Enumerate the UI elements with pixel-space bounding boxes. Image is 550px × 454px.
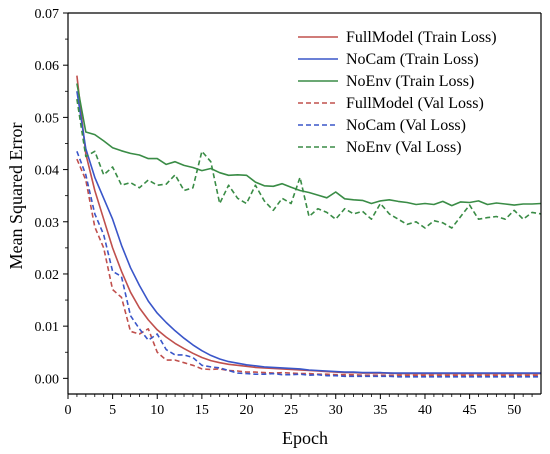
y-tick-label: 0.06 <box>35 59 60 74</box>
y-tick-label: 0.02 <box>35 268 60 283</box>
x-tick-label: 35 <box>373 403 387 418</box>
y-axis-title: Mean Squared Error <box>6 123 26 270</box>
x-tick-label: 0 <box>65 403 72 418</box>
x-tick-label: 10 <box>150 403 164 418</box>
x-tick-label: 5 <box>109 403 116 418</box>
y-tick-label: 0.03 <box>35 216 60 231</box>
legend: FullModel (Train Loss) NoCam (Train Loss)… <box>298 29 497 156</box>
series-line-2 <box>76 83 542 207</box>
legend-label-3: FullModel (Val Loss) <box>346 95 484 112</box>
y-tick-label: 0.00 <box>35 372 60 387</box>
ticks-layer: 0 5 10 15 20 25 30 35 40 45 50 0.00 0.01 0.02 0.03 0.04… <box>35 7 533 418</box>
x-tick-label: 40 <box>418 403 432 418</box>
series-line-1 <box>76 91 541 374</box>
series-line-5 <box>76 98 542 229</box>
legend-label-2: NoEnv (Train Loss) <box>346 73 474 90</box>
legend-label-0: FullModel (Train Loss) <box>346 29 497 46</box>
y-tick-label: 0.01 <box>35 320 60 335</box>
series-line-4 <box>76 151 541 378</box>
x-tick-label: 25 <box>284 403 298 418</box>
x-tick-label: 15 <box>195 403 209 418</box>
axes-layer <box>67 12 542 395</box>
x-tick-label: 20 <box>239 403 253 418</box>
legend-label-5: NoEnv (Val Loss) <box>346 139 462 156</box>
x-axis-title: Epoch <box>282 428 328 448</box>
x-tick-label: 45 <box>463 403 477 418</box>
y-tick-label: 0.04 <box>35 164 60 179</box>
legend-label-4: NoCam (Val Loss) <box>346 117 466 134</box>
legend-label-1: NoCam (Train Loss) <box>346 51 479 68</box>
y-tick-label: 0.05 <box>35 111 60 126</box>
x-tick-label: 30 <box>329 403 343 418</box>
x-tick-label: 50 <box>507 403 521 418</box>
y-tick-label: 0.07 <box>35 7 60 22</box>
series-layer <box>76 75 542 378</box>
series-line-3 <box>76 158 541 377</box>
